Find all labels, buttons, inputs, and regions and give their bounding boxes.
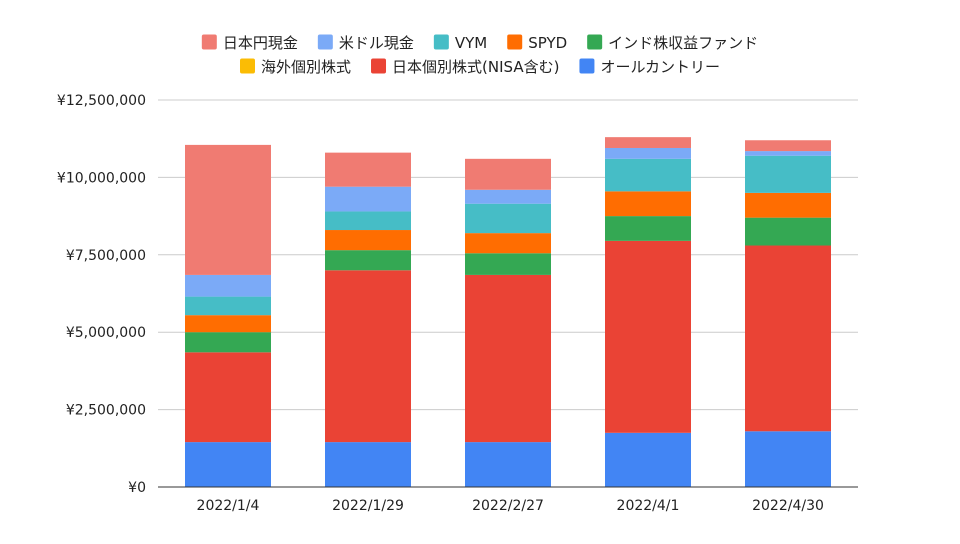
bar-segment [465,158,551,190]
legend-swatch [579,58,595,74]
legend-swatch [240,58,255,74]
legend-swatch [433,34,449,50]
y-tick-label: ¥10,000,000 [57,170,146,186]
legend-label: 日本個別株式(NISA含む) [392,58,559,76]
legend-label: 海外個別株式 [261,58,351,76]
bar-segment [745,431,831,487]
bar-segment [465,274,551,443]
legend-swatch [317,34,333,50]
bar-segment [325,250,411,271]
y-tick-label: ¥12,500,000 [57,93,146,109]
bar-segment [325,230,411,251]
bars [185,137,831,487]
legend-swatch [371,58,387,74]
bar-segment [605,158,691,192]
bar-segment [605,240,691,433]
bar-segment [325,442,411,487]
bar-segment [745,192,831,218]
legend-swatch [507,34,523,50]
bar-segment [185,315,271,333]
legend-label: インド株収益ファンド [608,34,758,52]
legend-label: VYM [455,34,487,52]
bar-segment [605,216,691,241]
bar-segment [185,144,271,275]
bar-segment [185,442,271,487]
x-tick-label: 2022/1/4 [197,498,260,514]
bar-segment [605,191,691,217]
bar-segment [745,155,831,193]
bar-segment [325,211,411,231]
legend-label: SPYD [528,34,567,52]
legend-label: 日本円現金 [223,34,298,52]
bar-segment [465,203,551,234]
y-tick-label: ¥5,000,000 [66,325,146,341]
bar-segment [185,274,271,297]
y-tick-label: ¥7,500,000 [66,248,146,264]
y-tick-label: ¥2,500,000 [66,403,146,419]
legend-swatch [587,34,603,50]
bar-segment [745,245,831,432]
bar-segment [325,186,411,212]
x-tick-label: 2022/4/1 [617,498,680,514]
x-tick-label: 2022/4/30 [752,498,824,514]
legend-label: オールカントリー [600,58,720,76]
bar-segment [325,152,411,187]
bar-segment [745,217,831,246]
bar-segment [325,270,411,443]
bar-segment [605,432,691,487]
y-tick-label: ¥0 [128,480,146,496]
bar-segment [605,147,691,159]
bar-segment [465,233,551,254]
bar-segment [185,332,271,353]
bar-segment [465,253,551,275]
bar-segment [745,151,831,156]
bar-segment [605,137,691,148]
bar-segment [185,296,271,316]
bar-segment [465,189,551,204]
bar-segment [745,140,831,152]
x-tick-label: 2022/2/27 [472,498,544,514]
bar-segment [465,442,551,487]
legend-label: 米ドル現金 [339,34,414,52]
x-tick-label: 2022/1/29 [332,498,404,514]
legend-swatch [201,34,217,50]
axes: ¥0 ¥2,500,000 ¥5,000,000 ¥7,500,000 ¥10,000,… [57,93,858,514]
bar-segment [185,352,271,443]
